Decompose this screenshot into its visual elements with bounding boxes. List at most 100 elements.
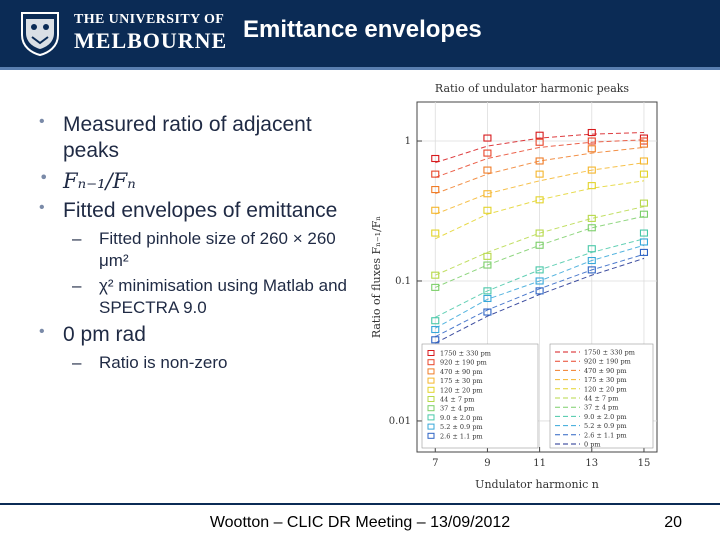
data-point [535,138,544,146]
footer-text: Wootton – CLIC DR Meeting – 13/09/2012 [209,514,511,531]
legend-curve-label: 1750 ± 330 pm [584,349,635,357]
legend-box-markers [421,343,539,449]
legend-curve-label: 920 ± 190 pm [584,358,631,366]
fit-curve [435,139,645,178]
data-point [483,166,492,174]
legend-label: 120 ± 20 pm [440,386,483,394]
data-point [483,287,492,295]
data-point [483,149,492,157]
data-point [483,261,492,269]
chart-title: Ratio of undulator harmonic peaks [435,82,629,95]
data-point [483,294,492,303]
data-point [535,157,544,165]
legend-label: 920 ± 190 pm [440,359,487,367]
university-crest-icon [21,12,59,57]
university-name-line2: MELBOURNE [74,28,228,53]
data-points [431,128,649,344]
data-point [639,199,649,207]
legend-marker [427,368,435,375]
legend-marker [427,396,435,402]
data-point [431,186,440,194]
x-tick-label: 7 [432,458,438,469]
harmonic-ratio-chart: Ratio of undulator harmonic peaks Undula… [360,78,680,498]
y-tick-label: 1 [405,136,411,147]
data-point [483,308,492,316]
x-tick-label: 9 [484,458,490,469]
sub-bullet-ratio-nonzero: Ratio is non-zero [36,352,366,374]
legend-label: 37 ± 4 pm [440,405,474,413]
data-point [587,182,596,190]
legend-curve-label: 470 ± 90 pm [584,367,627,375]
legend-curve-label: 0 pm [584,441,601,449]
footer-divider [0,503,720,505]
legend-curve-label: 120 ± 20 pm [584,385,627,393]
fit-curve [435,146,645,195]
data-point [639,210,649,218]
data-point [431,283,440,291]
legend-curve-label: 37 ± 4 pm [584,404,618,412]
legend-marker [427,432,435,439]
legend-marker [427,350,435,356]
y-tick-label: 0.01 [389,416,411,427]
fit-curve [435,257,645,344]
legend-label: 1750 ± 330 pm [440,350,491,358]
data-point [431,170,440,178]
legend-label: 5.2 ± 0.9 pm [440,423,483,431]
legend-marker [427,359,435,366]
slide-title: Emittance envelopes [243,16,482,43]
fit-curve [435,162,645,215]
data-point [587,256,596,265]
x-tick-label: 15 [638,458,651,469]
university-name-line1: THE UNIVERSITY OF [74,12,225,27]
data-point [535,287,544,295]
data-point [535,229,544,237]
legend-curve-label: 5.2 ± 0.9 pm [584,422,627,430]
legend-marker [427,405,435,412]
data-point [483,190,492,198]
data-point [587,266,596,274]
data-point [483,134,492,142]
data-point [431,154,440,163]
data-point [587,137,596,145]
data-point [535,131,544,139]
legend-label: 44 ± 7 pm [440,396,474,404]
data-point [587,145,596,153]
legend-label: 470 ± 90 pm [440,368,483,376]
data-point [639,170,649,178]
fit-curve [435,238,645,318]
data-point [483,252,492,260]
bullet-measured-ratio: Measured ratio of adjacent peaks [36,109,366,164]
bullet-zero-emittance: 0 pm rad [36,319,366,348]
data-point [639,248,649,256]
data-point [587,214,596,222]
legend-marker [427,377,435,384]
data-point [587,224,596,232]
legend-curve-label: 2.6 ± 1.1 pm [584,431,627,439]
data-point [587,245,596,253]
data-point [431,336,440,344]
data-point [535,277,544,285]
page-number: 20 [664,514,682,531]
fit-curve [435,253,645,338]
data-point [431,271,440,279]
axis-ticks: 7 9 11 13 15 1 0.1 0.01 [389,136,651,469]
x-tick-label: 13 [585,458,598,469]
chart-ylabel: Ratio of fluxes Fₙ₋₁/Fₙ [370,216,383,339]
chart-xlabel: Undulator harmonic n [475,478,599,491]
data-point [431,229,440,237]
fit-curve [435,206,645,276]
x-tick-label: 11 [533,458,546,469]
legend-label: 2.6 ± 1.1 pm [440,432,483,440]
sub-bullet-pinhole-size: Fitted pinhole size of 260 × 260 μm² [36,228,366,272]
data-point [639,238,649,246]
data-point [587,128,596,137]
data-point [535,170,544,178]
data-point [587,166,596,174]
legend-marker [427,414,435,421]
header-divider [0,67,720,70]
fit-curve [435,244,645,329]
data-point [639,140,649,148]
data-point [483,206,492,214]
sub-bullet-chi-square: χ² minimisation using Matlab and SPECTRA… [36,275,366,319]
